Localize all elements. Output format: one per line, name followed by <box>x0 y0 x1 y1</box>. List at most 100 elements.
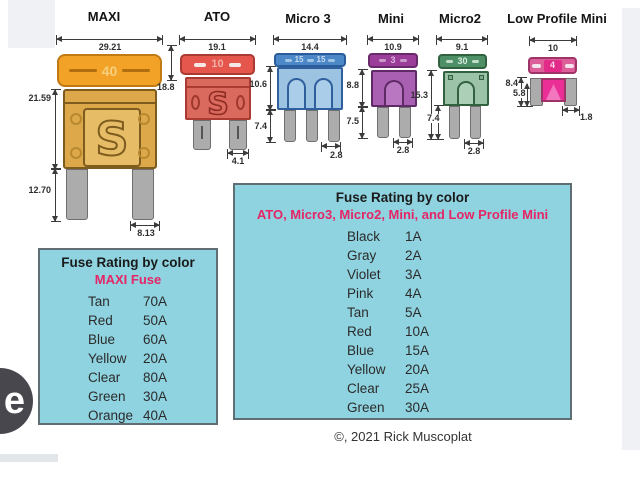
micro3-leg <box>328 110 340 142</box>
lpm-amp-rating: 4 <box>549 60 555 70</box>
watermark-letter: e <box>3 380 25 422</box>
micro3-leg <box>284 110 296 142</box>
fuse-mini-title: Mini <box>378 11 404 26</box>
edge-strip-left <box>8 0 55 48</box>
dim-label-maxi-width: 29.21 <box>98 42 122 52</box>
edge-strip-right <box>622 8 640 450</box>
dim-line-lpm-leg-width <box>562 106 580 116</box>
dim-line-mini-leg-width <box>393 138 413 148</box>
dim-line-micro3-width <box>273 35 347 45</box>
table-row: Pink 4A <box>235 284 570 303</box>
color-name: Green <box>347 400 385 415</box>
ato-fuse-body: S <box>185 77 251 123</box>
dim-line-ato-height <box>167 45 177 81</box>
dim-line-maxi-width <box>56 35 163 45</box>
maxi-rivet-icon <box>138 147 150 159</box>
micro3-element-window <box>314 78 333 108</box>
dim-line-maxi-body-height <box>51 89 61 170</box>
micro3-amp-rating-left: 15 <box>294 55 304 64</box>
dim-line-micro3-leg-height <box>266 109 276 143</box>
dim-line-lpm-width <box>529 36 577 46</box>
micro3-leg <box>306 110 318 142</box>
dim-label-lpm-width: 10 <box>547 43 558 53</box>
maxi-rivet-icon <box>70 113 82 125</box>
dim-label-maxi-leg-width: 8.13 <box>137 228 155 238</box>
ato-leg-slot <box>237 126 239 139</box>
amp-value: 70A <box>143 294 168 309</box>
table-row: Orange 40A <box>40 406 216 425</box>
table-row: Tan 70A <box>40 292 216 311</box>
amp-value: 40A <box>143 408 168 423</box>
dim-label-maxi-body-height: 21.59 <box>28 93 51 103</box>
dim-label-micro2-width: 9.1 <box>455 42 469 52</box>
amp-value: 50A <box>143 313 168 328</box>
dim-line-mini-width <box>367 35 419 45</box>
maxi-table-rows: Tan 70A Red 50A Blue 60A Yellow 20A Clear 80A… <box>40 292 216 425</box>
ato-side-hole-icon <box>236 95 245 110</box>
amp-value: 5A <box>405 305 422 320</box>
maxi-leg <box>132 169 154 220</box>
maxi-fuse-top-view: 40 <box>57 54 162 87</box>
fuse-maxi-title: MAXI <box>87 9 121 24</box>
copyright-text: ©, 2021 Rick Muscoplat <box>334 429 472 444</box>
ato-leg-slot <box>201 126 203 139</box>
maxi-leg <box>66 169 88 220</box>
maxi-rivet-icon <box>70 147 82 159</box>
fuse-element-icon: S <box>203 86 233 124</box>
dim-label-ato-height: 18.8 <box>157 82 175 92</box>
micro2-fuse-body <box>443 71 489 106</box>
dim-line-ato-width <box>179 35 256 45</box>
maxi-fuse-body: S <box>63 89 157 169</box>
svg-text:S: S <box>95 113 128 163</box>
blade-table-rows: Black 1A Gray 2A Violet 3A Pink 4A Tan 5A Red… <box>235 227 570 417</box>
blade-table-subtitle: ATO, Micro3, Micro2, Mini, and Low Profi… <box>256 207 549 222</box>
micro2-amp-rating: 30 <box>457 56 468 66</box>
maxi-element-window: S <box>83 108 141 167</box>
ato-leg <box>229 120 247 150</box>
table-row: Red 50A <box>40 311 216 330</box>
micro2-rivet-icon <box>479 75 484 80</box>
mini-dash-left <box>379 59 387 62</box>
amp-value: 3A <box>405 267 422 282</box>
fuse-element-icon: S <box>94 113 129 163</box>
dim-label-lpm-body-height: 5.8 <box>512 88 527 98</box>
dim-label-mini-leg-height: 7.5 <box>346 116 359 126</box>
color-name: Gray <box>347 248 377 263</box>
mini-leg <box>399 107 411 138</box>
amp-value: 1A <box>405 229 422 244</box>
dim-line-micro3-body-height <box>266 66 276 111</box>
ato-body-band <box>187 79 249 88</box>
ato-leg <box>193 120 211 150</box>
dim-line-mini-leg-height <box>358 106 368 139</box>
amp-value: 2A <box>405 248 422 263</box>
table-row: Green 30A <box>235 398 570 417</box>
color-name: Tan <box>347 305 369 320</box>
edge-strip-bottom-left <box>0 454 58 462</box>
watermark-logo: e <box>0 368 33 434</box>
ato-dash-left <box>194 62 207 67</box>
dim-line-micro2-leg-width <box>464 139 484 149</box>
dim-label-micro3-body-height: 10.6 <box>249 79 267 89</box>
mini-fuse-body <box>371 70 417 107</box>
amp-value: 4A <box>405 286 422 301</box>
mini-amp-rating: 3 <box>390 55 396 65</box>
micro3-dash <box>284 58 292 62</box>
micro3-dash <box>306 58 314 62</box>
dim-label-lpm-leg-width: 1.8 <box>580 112 593 122</box>
dim-label-micro3-leg-height: 7.4 <box>254 121 267 131</box>
lpm-fuse-top-view: 4 <box>528 57 577 74</box>
mini-element-window <box>384 80 404 105</box>
micro2-dash-right <box>471 60 479 63</box>
lpm-center-chip: 4 <box>543 59 562 72</box>
micro2-leg <box>470 106 481 139</box>
blade-rating-table: Fuse Rating by color ATO, Micro3, Micro2… <box>233 183 572 420</box>
dim-label-mini-body-height: 8.8 <box>346 80 359 90</box>
ato-side-hole-icon <box>191 95 200 110</box>
maxi-table-title: Fuse Rating by color <box>61 255 195 270</box>
fuse-lpm-title: Low Profile Mini <box>507 11 607 26</box>
amp-value: 20A <box>143 351 168 366</box>
micro2-fuse-top-view: 30 <box>438 54 487 69</box>
dim-line-maxi-leg-width <box>130 221 160 231</box>
dim-label-micro2-leg-height: 7.4 <box>426 113 441 123</box>
